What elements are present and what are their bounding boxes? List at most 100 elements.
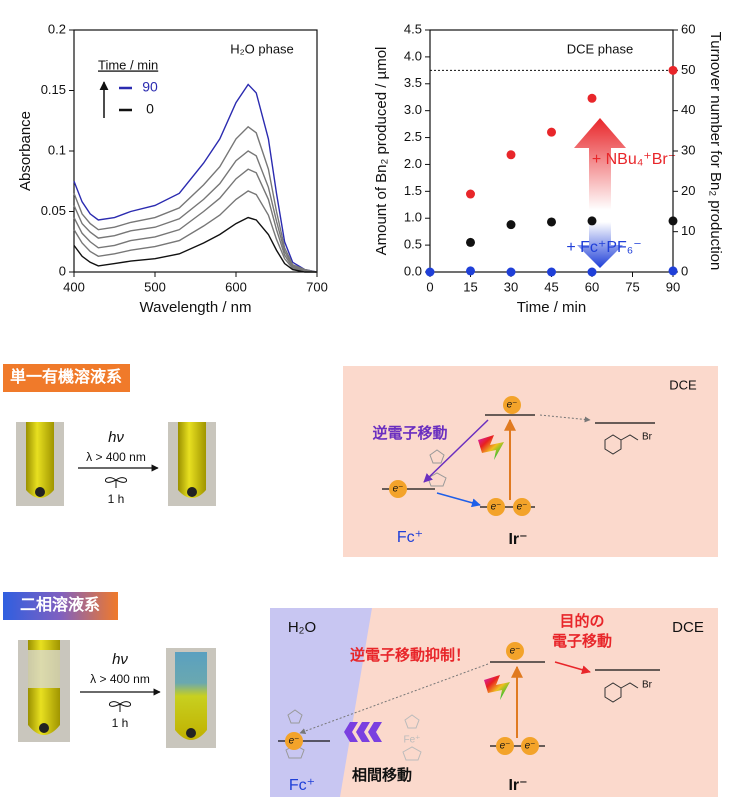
data-point — [425, 267, 435, 277]
panel — [343, 366, 718, 557]
electron-label: e⁻ — [491, 502, 502, 513]
y-tick-label: 2.0 — [404, 156, 422, 171]
stir-bar — [187, 487, 197, 497]
suppressed-label: 逆電子移動抑制！ — [350, 646, 470, 664]
data-point — [506, 267, 516, 277]
data-point — [668, 65, 678, 75]
y-tick-label: 0.0 — [404, 263, 422, 278]
back-transfer-arrow — [299, 663, 489, 734]
fc-label: Fc⁺ — [397, 529, 423, 546]
legend-label: 90 — [142, 79, 158, 95]
section-label: 単一有機溶液系 — [10, 367, 122, 386]
electron-label: e⁻ — [500, 741, 511, 752]
light-label: hν — [108, 429, 124, 446]
data-point — [506, 150, 516, 160]
data-point — [547, 217, 556, 227]
electron — [285, 732, 303, 750]
arrow-label: + NBu₄⁺Br⁻ — [592, 151, 676, 168]
y-tick-label: 0.5 — [404, 237, 422, 252]
electron — [506, 642, 524, 660]
phase-annotation: DCE phase — [567, 41, 633, 56]
x-tick-label: 45 — [544, 279, 558, 294]
wavelength-label: λ > 400 nm — [90, 672, 150, 686]
electron-label: e⁻ — [517, 502, 528, 513]
tube-upper — [28, 650, 60, 688]
y2-axis-label: Turnover number for Bn₂ production — [707, 32, 724, 271]
increase-arrow — [574, 118, 626, 210]
electron — [513, 498, 531, 516]
ir-label: Ir⁻ — [508, 777, 527, 794]
phase-annotation: H₂O phase — [230, 41, 294, 56]
transfer-arrow — [436, 492, 481, 508]
benzyl-bromide — [604, 434, 639, 455]
legend-label: 0 — [146, 101, 154, 117]
data-point — [466, 189, 475, 199]
back-transfer-label: 逆電子移動 — [372, 424, 447, 442]
light-icon — [484, 675, 510, 700]
ferrocene — [427, 449, 447, 487]
electron — [496, 737, 514, 755]
y-tick-label: 1.0 — [404, 210, 422, 225]
electron — [503, 396, 521, 414]
y2-tick-label: 20 — [681, 183, 695, 198]
series-line — [73, 216, 317, 273]
electron-label: e⁻ — [289, 736, 300, 747]
electron-label: e⁻ — [393, 484, 404, 495]
y-tick-label: 0 — [59, 263, 66, 278]
tube — [175, 652, 207, 740]
back-transfer-arrow — [423, 419, 489, 483]
y-axis-label: Amount of Bn₂ produced / µmol — [373, 47, 390, 256]
section-tag — [3, 592, 118, 620]
x-tick-label: 90 — [666, 279, 680, 294]
time-label: 1 h — [108, 492, 125, 506]
phase-label: DCE — [669, 377, 697, 392]
y2-tick-label: 40 — [681, 102, 695, 117]
series-line — [73, 190, 318, 273]
x-tick-label: 15 — [463, 279, 477, 294]
stir-bar — [39, 723, 49, 733]
data-point — [466, 237, 475, 247]
y-tick-label: 0.05 — [41, 203, 66, 218]
target-arrow — [554, 661, 591, 675]
data-point — [466, 266, 475, 276]
stir-bar — [186, 728, 196, 738]
electron-label: e⁻ — [510, 646, 521, 657]
data-point — [587, 93, 597, 103]
x-tick-label: 600 — [225, 279, 247, 294]
transfer-arrow — [539, 414, 591, 423]
x-tick-label: 60 — [585, 279, 599, 294]
y-tick-label: 4.5 — [404, 21, 422, 36]
stir-symbol — [109, 701, 131, 712]
series-line — [73, 168, 318, 273]
x-tick-label: 75 — [625, 279, 639, 294]
target-label: 目的の — [559, 612, 604, 630]
tube — [178, 422, 206, 498]
y2-tick-label: 60 — [681, 21, 695, 36]
wavelength-label: λ > 400 nm — [86, 450, 146, 464]
ferrocene — [402, 714, 422, 761]
target-label: 電子移動 — [552, 632, 612, 650]
transfer-label: 相間移動 — [352, 766, 412, 784]
y2-tick-label: 0 — [681, 263, 688, 278]
electron — [521, 737, 539, 755]
electron-label: e⁻ — [525, 741, 536, 752]
electron — [487, 498, 505, 516]
x-axis-label: Time / min — [517, 299, 586, 316]
light-label: hν — [112, 651, 128, 668]
series-line — [73, 83, 318, 273]
section-label: 二相溶液系 — [20, 595, 100, 614]
y-tick-label: 3.0 — [404, 102, 422, 117]
y2-tick-label: 10 — [681, 223, 695, 238]
x-axis-label: Wavelength / nm — [140, 299, 252, 316]
transfer-chevrons — [344, 722, 382, 742]
bromide-label: Br — [642, 680, 653, 691]
fe-label: Fe⁺ — [404, 735, 421, 746]
data-point — [547, 267, 556, 277]
data-point — [547, 127, 556, 137]
phase-label: DCE — [672, 619, 704, 636]
y2-tick-label: 30 — [681, 142, 695, 157]
y-tick-label: 0.1 — [48, 142, 66, 157]
arrow-label: + Fc⁺PF₆⁻ — [566, 239, 641, 256]
